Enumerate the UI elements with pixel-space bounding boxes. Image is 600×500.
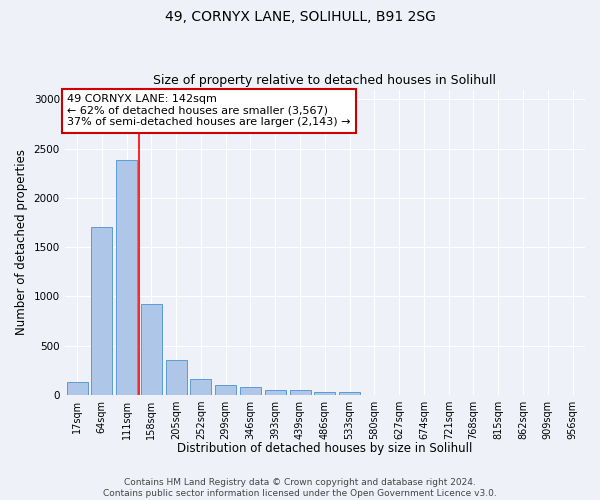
Bar <box>116 160 137 395</box>
Bar <box>314 392 335 395</box>
Bar <box>190 379 211 395</box>
Bar <box>91 228 112 395</box>
Bar <box>166 360 187 395</box>
Bar <box>290 390 311 395</box>
Bar <box>265 390 286 395</box>
Text: 49, CORNYX LANE, SOLIHULL, B91 2SG: 49, CORNYX LANE, SOLIHULL, B91 2SG <box>164 10 436 24</box>
Bar <box>240 387 261 395</box>
Bar <box>339 392 360 395</box>
X-axis label: Distribution of detached houses by size in Solihull: Distribution of detached houses by size … <box>177 442 473 455</box>
Bar <box>215 385 236 395</box>
Title: Size of property relative to detached houses in Solihull: Size of property relative to detached ho… <box>154 74 496 87</box>
Text: 49 CORNYX LANE: 142sqm
← 62% of detached houses are smaller (3,567)
37% of semi-: 49 CORNYX LANE: 142sqm ← 62% of detached… <box>67 94 351 128</box>
Y-axis label: Number of detached properties: Number of detached properties <box>15 149 28 335</box>
Bar <box>67 382 88 395</box>
Text: Contains HM Land Registry data © Crown copyright and database right 2024.
Contai: Contains HM Land Registry data © Crown c… <box>103 478 497 498</box>
Bar <box>141 304 162 395</box>
